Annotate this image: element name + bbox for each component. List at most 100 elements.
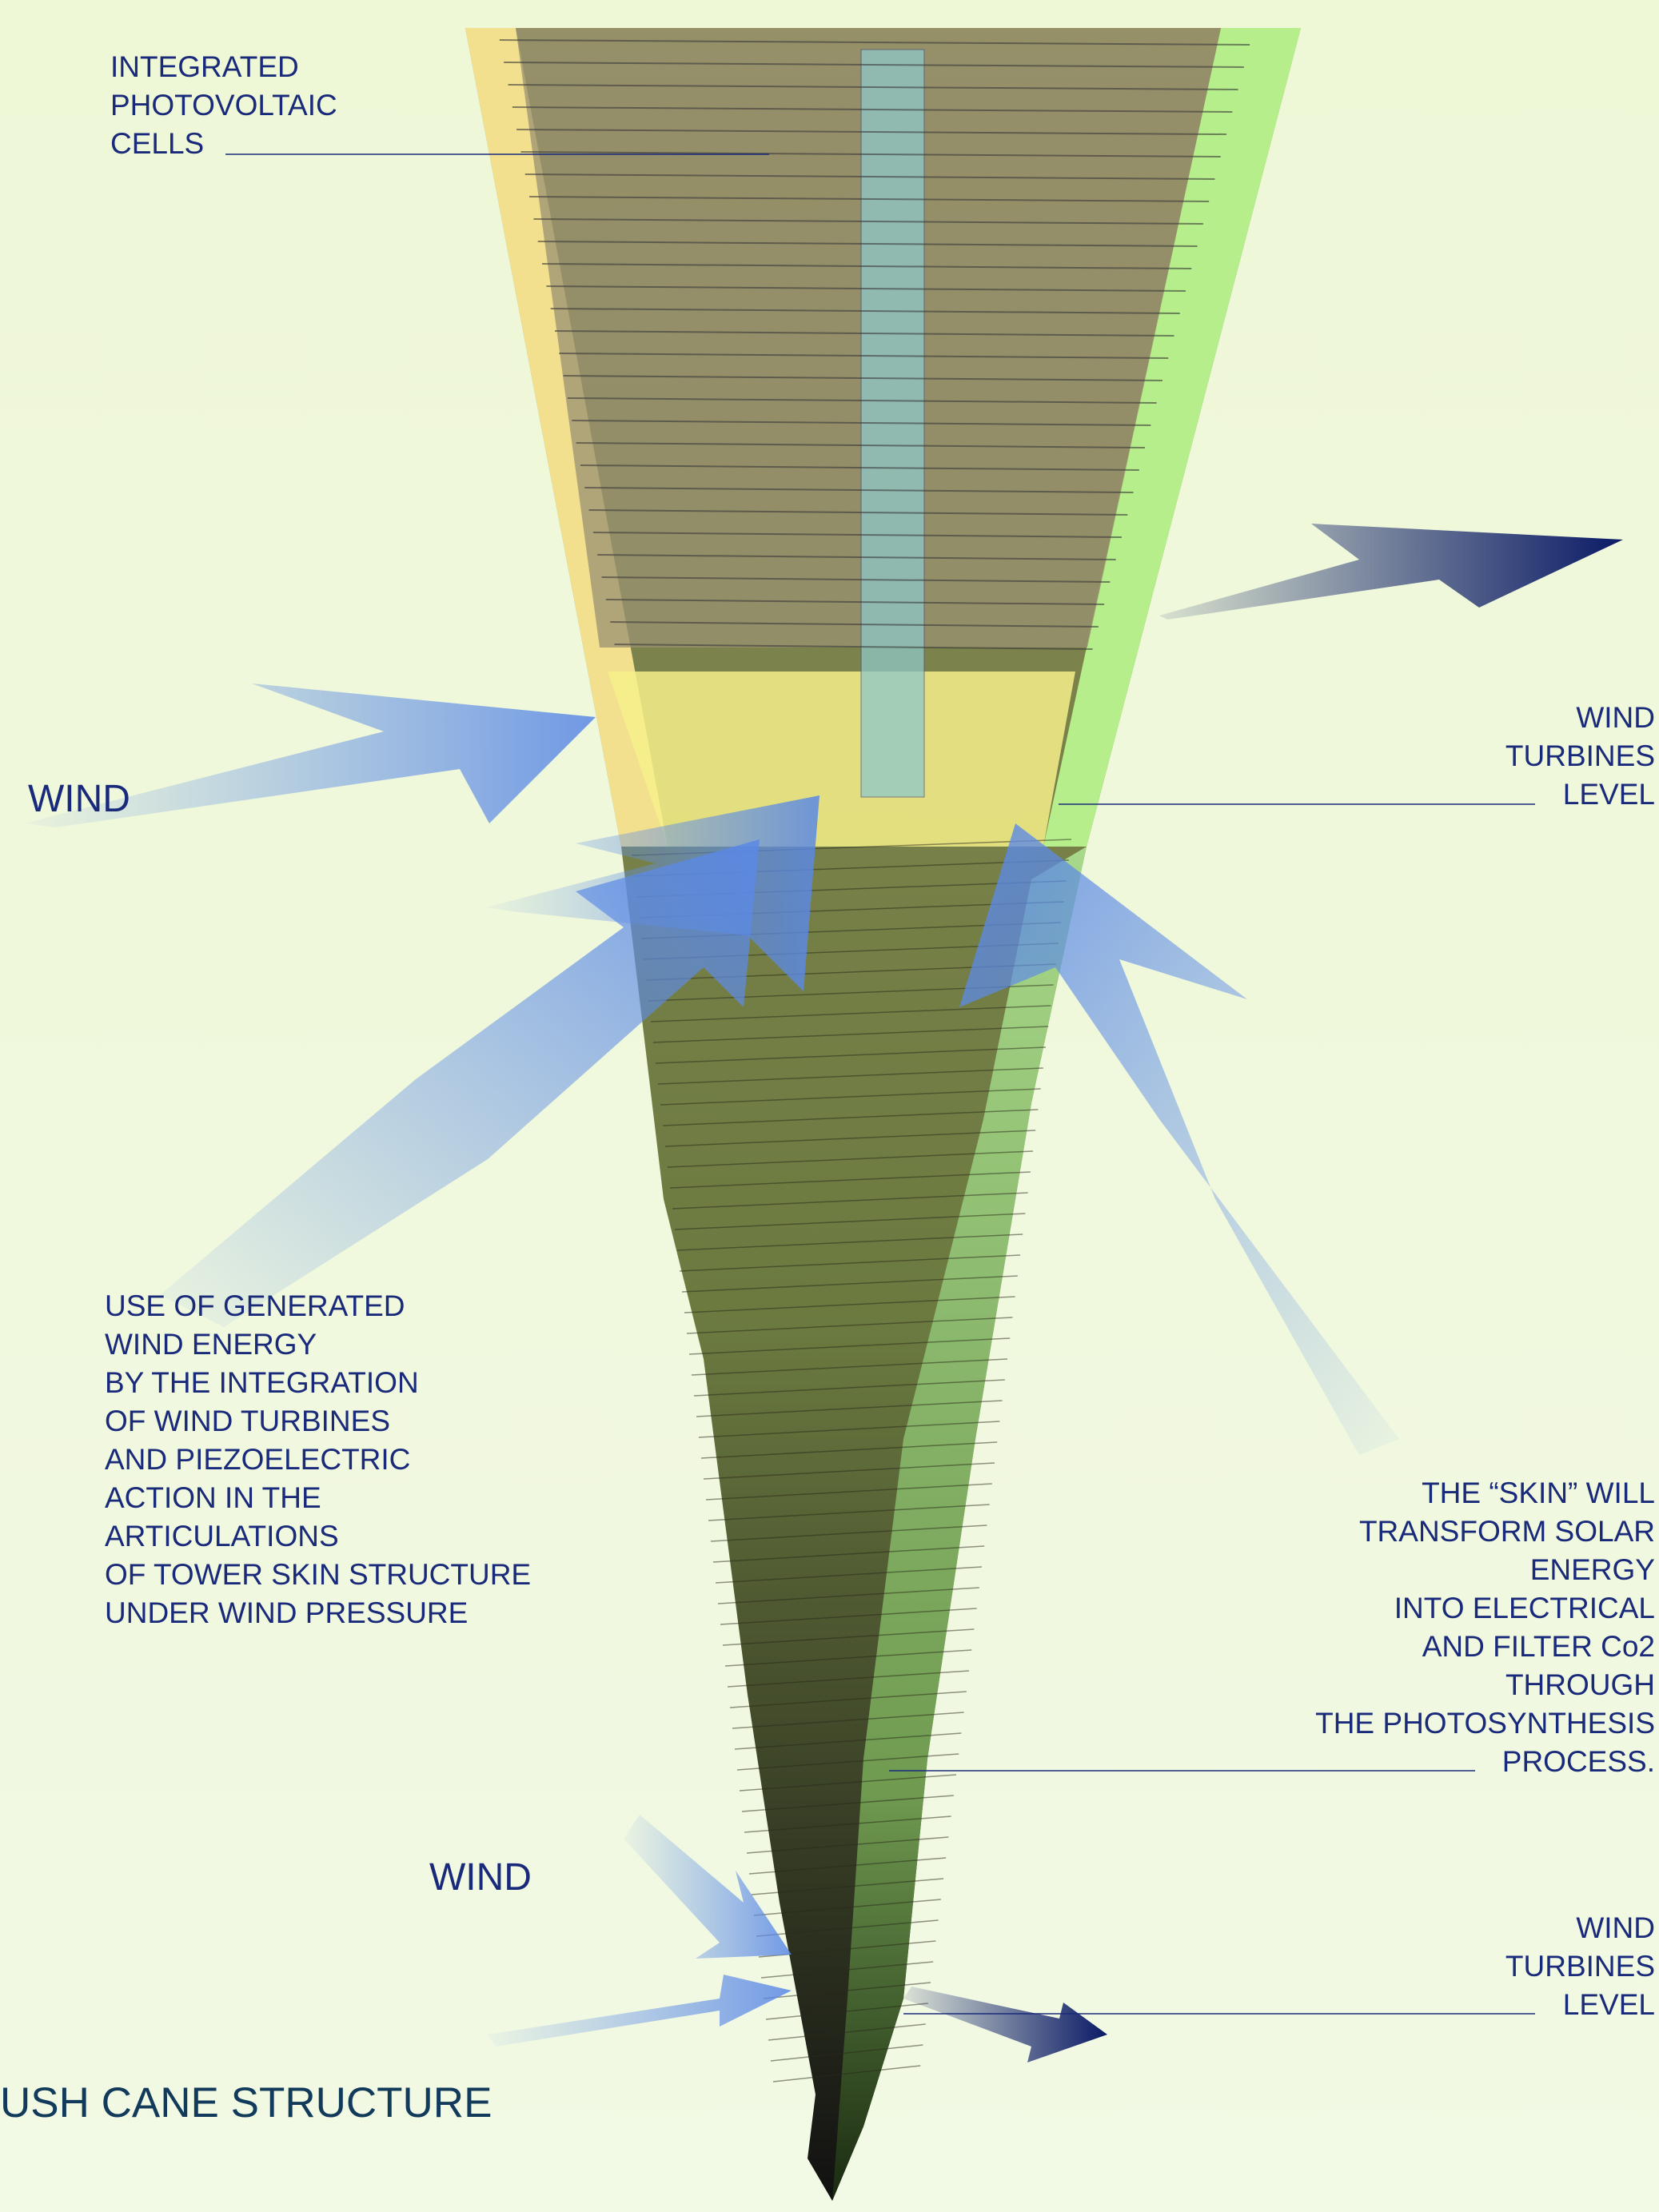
floor-line xyxy=(703,1462,995,1480)
floor-line xyxy=(555,330,1174,337)
turbine-level xyxy=(608,672,1075,847)
floor-line xyxy=(559,353,1169,359)
floor-line xyxy=(720,1608,977,1625)
floor-line xyxy=(760,1961,934,1979)
floor-line xyxy=(729,1691,967,1708)
floor-line xyxy=(679,1254,1021,1272)
cane-label: USH CANE STRUCTURE xyxy=(0,2079,492,2126)
floor-line xyxy=(572,420,1151,426)
floor-line xyxy=(696,1400,1003,1417)
floor-line xyxy=(664,1130,1036,1147)
label-line: THE “SKIN” WILL xyxy=(1422,1477,1655,1509)
floor-line xyxy=(768,2023,926,2041)
wind-arrow xyxy=(160,839,760,1327)
label-line: ENERGY xyxy=(1530,1553,1655,1586)
floor-line xyxy=(688,1337,1011,1355)
wind-label: WIND xyxy=(28,778,130,820)
label-line: TRANSFORM SOLAR xyxy=(1359,1515,1655,1548)
label-line: LEVEL xyxy=(1563,1988,1655,2021)
floor-line xyxy=(727,1670,970,1688)
labels: WIND WIND USH CANE STRUCTURE INTEGRATED P… xyxy=(0,50,1655,2126)
floor-line xyxy=(504,62,1244,68)
floor-line xyxy=(610,621,1099,628)
floor-line xyxy=(753,1899,941,1916)
label-line: LEVEL xyxy=(1563,778,1655,811)
label-line: OF WIND TURBINES xyxy=(105,1405,390,1437)
floor-line xyxy=(722,1628,975,1646)
floor-line xyxy=(499,39,1250,46)
floor-line xyxy=(708,1504,990,1521)
floor-line xyxy=(770,2044,923,2062)
label-line: WIND xyxy=(1576,1911,1655,1944)
label-line: THE PHOTOSYNTHESIS xyxy=(1315,1707,1655,1740)
label-line: WIND ENERGY xyxy=(105,1328,317,1361)
floor-line xyxy=(765,2003,928,2020)
wind-arrow xyxy=(624,1815,792,1959)
floor-line xyxy=(667,1150,1034,1168)
label-line: AND PIEZOELECTRIC xyxy=(105,1443,410,1476)
floor-line xyxy=(686,1317,1013,1334)
floor-line xyxy=(546,285,1186,292)
floor-line xyxy=(563,375,1162,381)
floor-line xyxy=(741,1795,954,1812)
floor-line xyxy=(717,1587,979,1604)
floor-line xyxy=(756,1919,939,1937)
label-line: THROUGH xyxy=(1505,1668,1655,1701)
label-line: INTEGRATED xyxy=(110,50,299,83)
wind-arrow xyxy=(488,1975,792,2047)
label-line: AND FILTER Co2 xyxy=(1422,1630,1655,1663)
floor-line xyxy=(669,1171,1031,1189)
label-line: WIND xyxy=(1576,701,1655,734)
label-line: OF TOWER SKIN STRUCTURE xyxy=(105,1558,531,1591)
green-facade xyxy=(1043,28,1301,847)
floor-line xyxy=(734,1732,962,1750)
floor-line xyxy=(724,1649,972,1667)
floor-line xyxy=(655,1046,1047,1064)
wind-label: WIND xyxy=(429,1856,532,1899)
floor-line xyxy=(550,308,1180,314)
floor-line xyxy=(597,554,1116,560)
floor-line xyxy=(751,1878,944,1895)
floor-line xyxy=(512,106,1233,113)
floor-line xyxy=(516,129,1226,135)
floor-line xyxy=(537,241,1198,247)
floor-line xyxy=(700,1441,998,1459)
wind-arrow xyxy=(959,823,1399,1455)
outflow-arrow xyxy=(1159,524,1623,620)
floor-line xyxy=(580,464,1139,471)
floor-line xyxy=(691,1358,1008,1376)
floor-line xyxy=(772,2065,921,2082)
floor-line xyxy=(705,1483,992,1501)
label-line: ARTICULATIONS xyxy=(105,1520,339,1552)
floor-line xyxy=(698,1421,1000,1438)
floor-line xyxy=(650,1005,1051,1022)
floor-line xyxy=(715,1566,983,1584)
wind-arrow xyxy=(24,684,596,827)
label-line: CELLS xyxy=(110,127,204,160)
floor-lines xyxy=(499,39,1250,2082)
floor-line xyxy=(529,196,1210,202)
label-line: PROCESS. xyxy=(1502,1745,1655,1778)
floor-line xyxy=(584,487,1134,493)
floor-line xyxy=(652,1026,1049,1043)
floor-line xyxy=(744,1815,951,1833)
floor-line xyxy=(662,1109,1039,1126)
label-line: PHOTOVOLTAIC xyxy=(110,89,337,122)
label-line: ACTION IN THE xyxy=(105,1481,321,1514)
floor-line xyxy=(508,84,1238,90)
floor-line xyxy=(614,644,1093,650)
floor-line xyxy=(746,1836,949,1854)
floor-line xyxy=(542,263,1192,269)
floor-line xyxy=(657,1067,1043,1085)
floor-line xyxy=(736,1753,959,1771)
floor-line xyxy=(732,1712,964,1729)
floor-line xyxy=(592,532,1122,538)
leader-lines xyxy=(225,153,1535,2015)
floor-line xyxy=(676,1234,1023,1251)
floor-line xyxy=(601,576,1111,583)
label-line: BY THE INTEGRATION xyxy=(105,1366,419,1399)
floor-line xyxy=(588,509,1128,516)
label-line: UNDER WIND PRESSURE xyxy=(105,1596,468,1629)
